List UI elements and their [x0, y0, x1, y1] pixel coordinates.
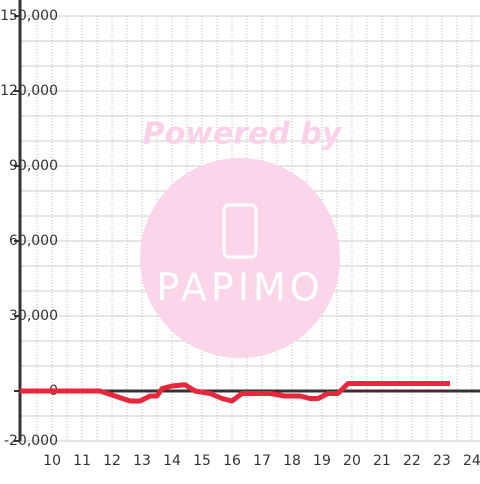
- x-tick-label: 12: [103, 453, 121, 469]
- x-tick-label: 11: [73, 453, 91, 469]
- x-tick-label: 14: [163, 453, 181, 469]
- x-tick-label: 18: [283, 453, 301, 469]
- x-tick-label: 15: [193, 453, 211, 469]
- watermark-icon: [222, 203, 258, 259]
- x-tick-label: 13: [133, 453, 151, 469]
- y-tick-label: 120,000: [0, 83, 58, 99]
- x-tick-label: 21: [373, 453, 391, 469]
- y-tick-label: 90,000: [9, 158, 58, 174]
- watermark: Powered by PAPIMO: [140, 117, 343, 358]
- x-tick-label: 23: [433, 453, 451, 469]
- y-tick-label: 60,000: [9, 233, 58, 249]
- y-tick-label: 30,000: [9, 308, 58, 324]
- x-tick-label: 24: [463, 453, 480, 469]
- x-tick-label: 17: [253, 453, 271, 469]
- line: [20, 381, 451, 404]
- x-tick-label: 22: [403, 453, 421, 469]
- x-tick-label: 20: [343, 453, 361, 469]
- watermark-logo: PAPIMO: [156, 266, 323, 310]
- x-tick-label: 19: [313, 453, 331, 469]
- x-tick-label: 16: [223, 453, 241, 469]
- y-tick-label: 150,000: [0, 8, 58, 24]
- x-tick-label: 10: [43, 453, 61, 469]
- watermark-title: Powered by: [143, 117, 343, 152]
- y-tick-label: -20,000: [4, 433, 58, 449]
